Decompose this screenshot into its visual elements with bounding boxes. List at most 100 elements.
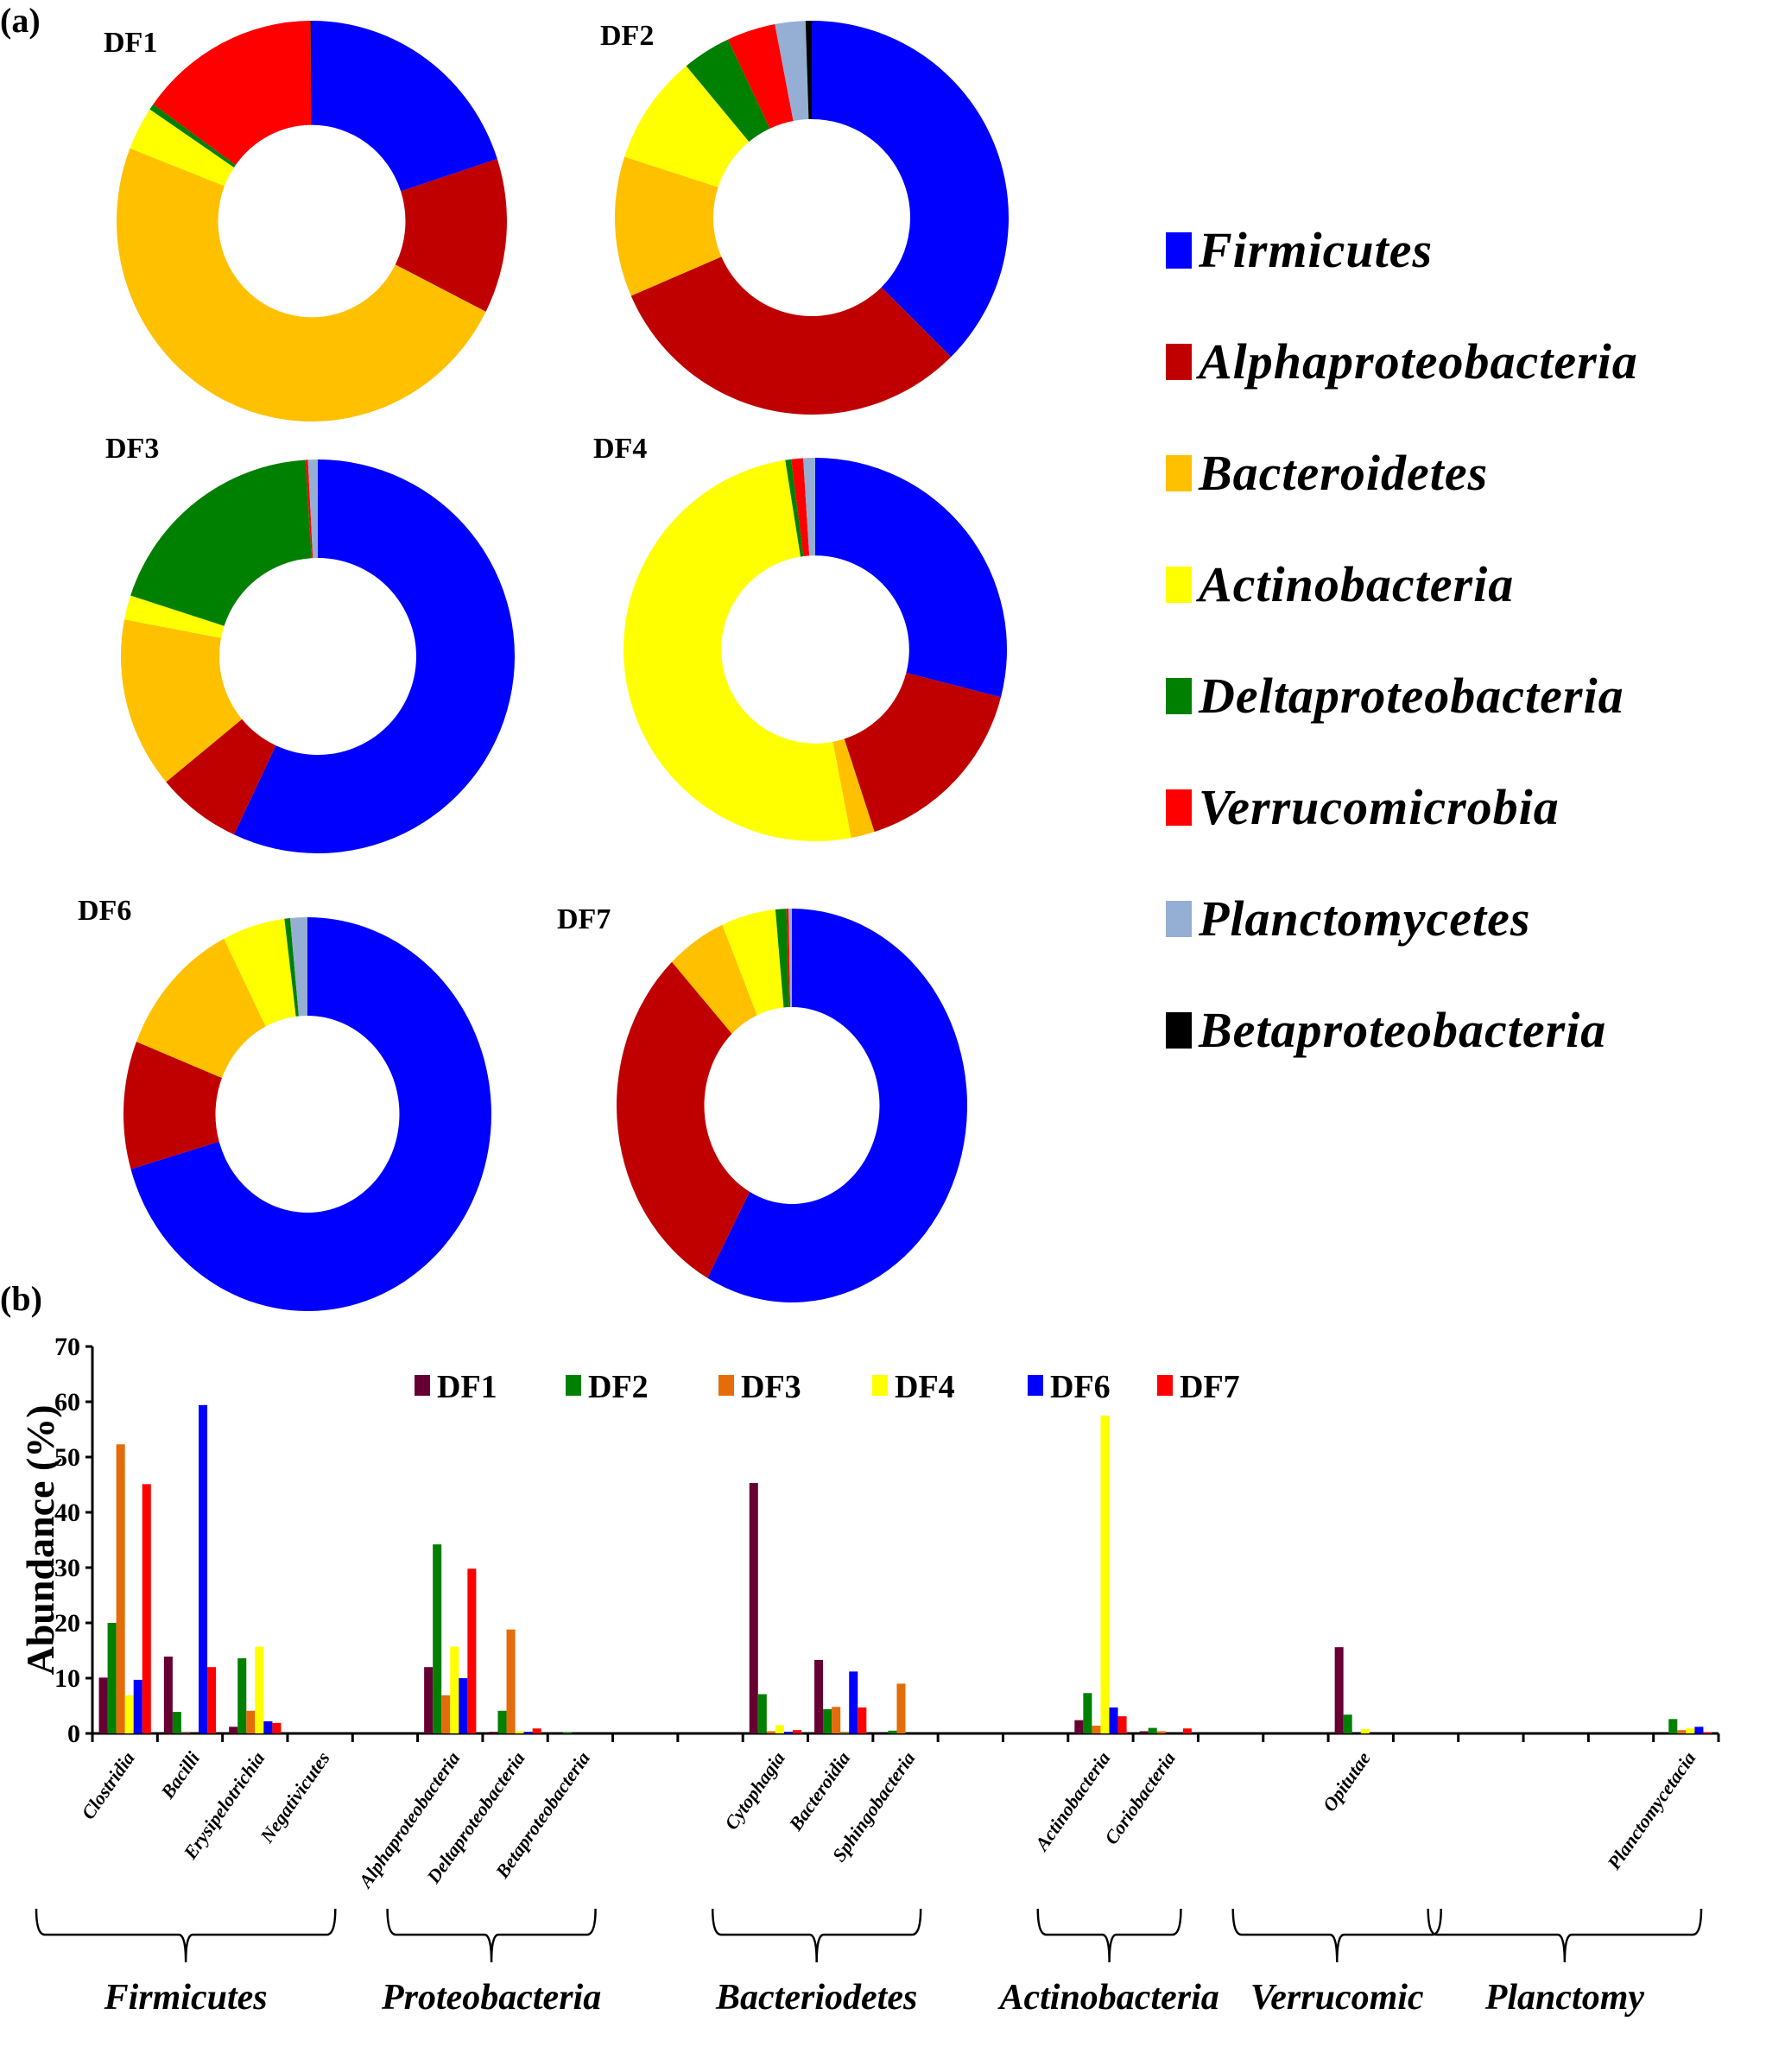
bar-df6 xyxy=(199,1404,208,1733)
bar-df3 xyxy=(1156,1731,1166,1733)
donut-slice-deltaproteobacteria xyxy=(686,39,770,143)
donut-slice-bacteroidetes xyxy=(672,924,757,1034)
legend-label: Deltaproteobacteria xyxy=(1199,668,1624,724)
legend-swatch xyxy=(1166,454,1192,491)
bar-df4 xyxy=(124,1695,134,1733)
bar-df3 xyxy=(116,1444,125,1733)
legend-swatch xyxy=(718,1375,734,1396)
bar-df3 xyxy=(832,1707,841,1733)
bar-df1 xyxy=(814,1659,824,1733)
bar-df1 xyxy=(1074,1720,1084,1733)
bar-df3 xyxy=(766,1731,775,1733)
bar-df3 xyxy=(1677,1730,1687,1733)
bar-df7 xyxy=(207,1667,217,1733)
donut-slice-alphaproteobacteria xyxy=(844,673,1002,833)
bar-df7 xyxy=(858,1707,867,1733)
group-bracket xyxy=(1231,1908,1442,1963)
legend-label: Alphaproteobacteria xyxy=(1199,333,1638,390)
legend-label: DF1 xyxy=(437,1369,497,1405)
bar-df2 xyxy=(757,1694,767,1733)
bar-df6 xyxy=(783,1732,793,1733)
donut-title: DF6 xyxy=(78,895,131,927)
group-bracket xyxy=(386,1908,597,1963)
bar-df6 xyxy=(1694,1727,1704,1733)
donut-slice-verrucomicrobia xyxy=(305,459,313,559)
donut-df4: DF4 xyxy=(593,433,1007,842)
group-bracket xyxy=(35,1908,337,1963)
bar-df3 xyxy=(896,1683,906,1733)
bar-df7 xyxy=(792,1730,801,1733)
donut-slice-deltaproteobacteria xyxy=(284,918,299,1017)
donut-slice-planctomycetes xyxy=(289,917,307,1017)
legend-swatch xyxy=(1166,1011,1192,1049)
group-label: Actinobacteria xyxy=(997,1978,1218,2018)
legend-item: Actinobacteria xyxy=(1166,529,1638,640)
donut-slice-bacteroidetes xyxy=(121,619,243,783)
donut-slice-planctomycetes xyxy=(775,21,809,122)
donut-slice-verrucomicrobia xyxy=(153,21,312,166)
legend-swatch xyxy=(1166,789,1192,826)
bar-df3 xyxy=(246,1710,256,1733)
donut-slice-verrucomicrobia xyxy=(727,24,794,129)
bars xyxy=(98,1404,1712,1733)
donut-df3: DF3 xyxy=(105,433,515,853)
legend-swatch xyxy=(1157,1375,1173,1396)
phylum-groups: Firmicutes Proteobacteria Bacteriodetes Act… xyxy=(35,1908,1703,2018)
bar-legend: DF1 DF2 DF3 DF4 DF6 DF7 xyxy=(415,1369,1240,1405)
bar-df1 xyxy=(424,1667,434,1733)
bar-df4 xyxy=(1100,1416,1110,1733)
donut-slice-firmicutes xyxy=(312,21,497,192)
axes: 0 10 20 30 40 50 60 70 Abundance (%) Clostridia Ba… xyxy=(18,1333,1720,1893)
donut-slice-firmicutes xyxy=(815,458,1007,698)
legend-label: DF7 xyxy=(1180,1369,1240,1405)
x-tick-label: Opitutae xyxy=(1318,1747,1374,1815)
donut-slice-alphaproteobacteria xyxy=(616,961,750,1278)
bar-df3 xyxy=(1092,1726,1101,1733)
bar-df7 xyxy=(142,1484,151,1733)
bar-df2 xyxy=(433,1544,442,1733)
group-label: Firmicutes xyxy=(104,1978,268,2018)
legend-swatch xyxy=(1166,677,1192,714)
legend-swatch xyxy=(566,1375,581,1396)
bar-df6 xyxy=(133,1679,142,1733)
x-tick-label: Bacilli xyxy=(156,1747,205,1803)
donut-df1: DF1 xyxy=(104,21,507,421)
legend-swatch xyxy=(1166,900,1192,937)
bar-df6 xyxy=(1109,1707,1118,1733)
legend-label: Firmicutes xyxy=(1199,222,1434,278)
donut-slice-betaproteobacteria xyxy=(805,21,812,120)
bar-df1 xyxy=(229,1727,238,1733)
legend-item: Betaproteobacteria xyxy=(1166,974,1638,1086)
bar-df3 xyxy=(506,1629,516,1733)
group-bracket xyxy=(1036,1908,1182,1963)
bar-df4 xyxy=(775,1725,784,1733)
group-label: Verrucomic xyxy=(1250,1978,1424,2018)
donut-slice-betaproteobacteria xyxy=(310,21,312,125)
abundance-bar-chart: 0 10 20 30 40 50 60 70 Abundance (%) Clostridia Ba… xyxy=(18,1333,1720,2018)
legend-label: Bacteroidetes xyxy=(1199,445,1489,501)
legend-swatch xyxy=(872,1375,888,1396)
group-label: Bacteriodetes xyxy=(715,1978,917,2018)
donut-df6: DF6 xyxy=(78,895,491,1311)
donut-slice-actinobacteria xyxy=(722,909,784,1016)
bar-df7 xyxy=(1117,1716,1127,1733)
donut-title: DF7 xyxy=(557,903,611,935)
bar-df2 xyxy=(1148,1727,1157,1733)
legend-swatch xyxy=(415,1375,430,1396)
donut-slice-planctomycetes xyxy=(803,458,815,556)
y-tick-label: 40 xyxy=(54,1499,80,1527)
donut-slice-verrucomicrobia xyxy=(791,458,810,557)
legend-label: Betaproteobacteria xyxy=(1199,1002,1607,1058)
legend-label: DF3 xyxy=(741,1369,801,1405)
bar-df6 xyxy=(849,1671,858,1733)
donut-charts: DF1 DF2 DF3 DF4 DF6 DF7 xyxy=(78,20,1009,1311)
bar-df2 xyxy=(497,1710,507,1733)
donut-title: DF1 xyxy=(104,27,157,59)
donut-df2: DF2 xyxy=(600,20,1009,415)
donut-slice-planctomycetes xyxy=(307,459,318,559)
donut-slice-deltaproteobacteria xyxy=(785,459,804,557)
donut-slice-firmicutes xyxy=(707,909,967,1302)
bar-df2 xyxy=(1343,1714,1352,1733)
bar-df7 xyxy=(532,1728,541,1733)
donut-title: DF4 xyxy=(593,433,647,465)
